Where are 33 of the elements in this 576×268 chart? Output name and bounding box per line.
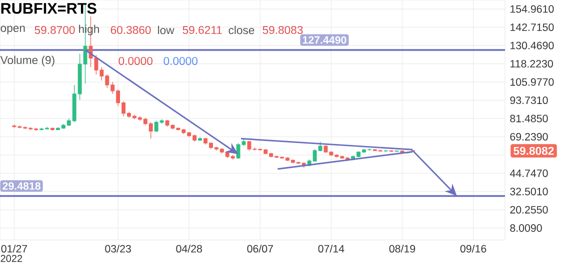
annotation: 0.0000 xyxy=(164,56,198,65)
annotation: close xyxy=(228,26,254,34)
y-tick-label: 44.7470 xyxy=(510,170,548,178)
annotation: low xyxy=(158,26,174,34)
annotation: 0.0000 xyxy=(118,56,152,65)
y-tick-label: 130.4690 xyxy=(510,42,554,50)
text: 2022 xyxy=(0,254,22,262)
y-tick-label: 142.7150 xyxy=(510,23,554,32)
annotation: 59.8083 xyxy=(262,26,303,34)
y-tick-label: 93.7310 xyxy=(510,96,548,104)
x-tick-label: 01/27 xyxy=(1,244,28,253)
x-tick-label: 04/28 xyxy=(176,244,202,253)
x-tick-label: 09/16 xyxy=(460,244,486,253)
text: 59.8082 xyxy=(514,146,554,155)
y-tick-label: 69.2390 xyxy=(510,133,548,141)
ref-line-label: 29.4818 xyxy=(2,182,41,190)
x-tick-label: 07/14 xyxy=(318,244,344,253)
annotation: open xyxy=(0,26,25,34)
x-tick-label: 06/07 xyxy=(247,244,273,253)
y-tick-label: 81.4850 xyxy=(510,114,548,122)
y-tick-label: 20.2550 xyxy=(510,206,548,214)
y-tick-label: 8.0090 xyxy=(510,224,542,232)
annotation: 60.3860 xyxy=(110,26,151,34)
annotation: Volume (9) xyxy=(0,56,54,66)
ref-line-label: 127.4490 xyxy=(302,36,346,44)
annotation: 59.8700 xyxy=(34,26,75,34)
annotation: 59.6211 xyxy=(182,26,222,34)
y-tick-label: 154.9610 xyxy=(510,5,554,13)
x-tick-label: 03/23 xyxy=(105,244,131,253)
x-tick-label: 08/19 xyxy=(389,244,416,253)
y-tick-label: 32.5010 xyxy=(510,188,548,196)
y-tick-label: 105.9770 xyxy=(510,78,554,86)
y-tick-label: 118.2230 xyxy=(510,60,553,68)
